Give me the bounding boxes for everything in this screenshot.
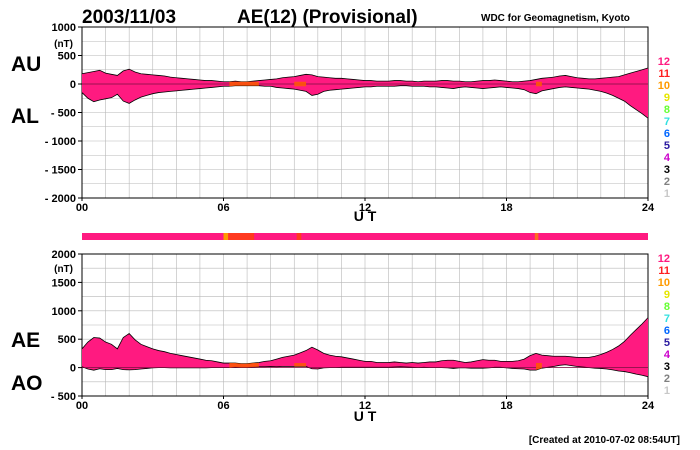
legend-station-count: 5 xyxy=(664,140,670,152)
x-tick-label: 00 xyxy=(76,202,88,214)
ae-ao-grid xyxy=(81,253,649,397)
legend-station-count: 10 xyxy=(658,80,670,92)
legend-station-count: 12 xyxy=(658,253,670,265)
legend-station-count: 12 xyxy=(658,56,670,68)
x-tick-label: 24 xyxy=(642,400,655,412)
legend-station-count: 7 xyxy=(664,313,670,325)
au-al-y-ticks: 1000 500 0 - 500 - 1000 - 1500 - 2000 xyxy=(45,22,82,205)
legend-station-count: 11 xyxy=(658,265,670,277)
station-drop-highlight xyxy=(229,81,259,87)
x-tick-label: 24 xyxy=(642,202,655,214)
strip-segment xyxy=(228,233,255,240)
ao-label: AO xyxy=(11,372,43,395)
legend-station-count: 9 xyxy=(664,289,670,301)
series-au-line xyxy=(81,67,649,83)
legend-station-count: 3 xyxy=(664,164,670,176)
au-al-x-ticks: 00 06 12 18 24 xyxy=(76,198,655,214)
au-al-units: (nT) xyxy=(54,39,73,50)
legend-station-count: 1 xyxy=(664,188,670,200)
au-label: AU xyxy=(11,53,41,76)
ae-ao-area xyxy=(81,317,649,378)
au-al-grid xyxy=(81,26,649,199)
ae-ao-panel: 2000 1500 1000 500 0 - 500 00 06 12 18 24 (nT) AE… xyxy=(11,249,655,424)
ae-label: AE xyxy=(11,329,40,352)
legend-station-count: 1 xyxy=(664,385,670,397)
y-tick-label: 1500 xyxy=(52,277,76,289)
x-tick-label: 00 xyxy=(76,400,88,412)
y-tick-label: 1000 xyxy=(52,306,76,318)
au-al-panel: 1000 500 0 - 500 - 1000 - 1500 - 2000 00 06 12 18… xyxy=(11,22,655,224)
au-al-x-label: U T xyxy=(354,208,377,224)
y-tick-label: 1000 xyxy=(52,22,76,34)
y-tick-label: - 2000 xyxy=(45,193,76,205)
y-tick-label: - 500 xyxy=(51,108,76,120)
strip-segment xyxy=(296,233,302,240)
x-tick-label: 18 xyxy=(500,202,512,214)
station-drop-highlight xyxy=(535,81,542,87)
legend-station-count: 5 xyxy=(664,337,670,349)
strip-segment xyxy=(534,233,539,240)
legend-station-count: 6 xyxy=(664,325,670,337)
legend-station-count: 10 xyxy=(658,277,670,289)
station-count-strip xyxy=(82,233,648,240)
x-tick-label: 06 xyxy=(217,202,229,214)
al-label: AL xyxy=(11,105,39,128)
series-al-line xyxy=(81,85,649,119)
legend-station-count: 3 xyxy=(664,361,670,373)
legend-station-count: 6 xyxy=(664,128,670,140)
data-source: WDC for Geomagnetism, Kyoto xyxy=(481,13,630,24)
y-tick-label: 500 xyxy=(58,334,76,346)
station-drop-highlight xyxy=(294,81,307,87)
ae-ao-y-ticks: 2000 1500 1000 500 0 - 500 xyxy=(51,249,82,403)
station-drop-highlight xyxy=(229,363,259,368)
y-tick-label: 0 xyxy=(70,79,76,91)
au-al-area xyxy=(81,67,649,119)
y-tick-label: - 500 xyxy=(51,391,76,403)
station-drop-highlight xyxy=(294,363,307,367)
y-tick-label: - 1000 xyxy=(45,136,76,148)
y-tick-label: - 1500 xyxy=(45,165,76,177)
plot-title: AE(12) (Provisional) xyxy=(237,7,418,28)
ae-ao-fill xyxy=(82,317,648,377)
strip-base xyxy=(82,233,648,240)
plot-date: 2003/11/03 xyxy=(82,7,176,28)
legend-station-count: 7 xyxy=(664,116,670,128)
x-tick-label: 18 xyxy=(500,400,512,412)
legend-station-count: 11 xyxy=(658,68,670,80)
legend-station-count: 8 xyxy=(664,301,670,313)
y-tick-label: 2000 xyxy=(52,249,76,261)
x-tick-label: 12 xyxy=(359,400,371,412)
legend-station-count: 4 xyxy=(664,152,671,164)
created-timestamp: [Created at 2010-07-02 08:54UT] xyxy=(529,435,680,446)
x-tick-label: 06 xyxy=(217,400,229,412)
legend-station-count: 8 xyxy=(664,104,670,116)
ae-ao-x-label: U T xyxy=(354,408,377,424)
station-drop-highlight xyxy=(535,363,542,370)
legend-station-count: 2 xyxy=(664,176,670,188)
x-tick-label: 12 xyxy=(359,202,371,214)
legend-station-count: 2 xyxy=(664,373,670,385)
y-tick-label: 500 xyxy=(58,51,76,63)
legend-station-count: 4 xyxy=(664,349,671,361)
ae-ao-units: (nT) xyxy=(54,264,73,275)
strip-segment xyxy=(223,233,229,240)
ae-ao-x-ticks: 00 06 12 18 24 xyxy=(76,396,655,412)
legend-station-count: 9 xyxy=(664,92,670,104)
series-ae-line xyxy=(81,317,649,365)
y-tick-label: 0 xyxy=(70,363,76,375)
